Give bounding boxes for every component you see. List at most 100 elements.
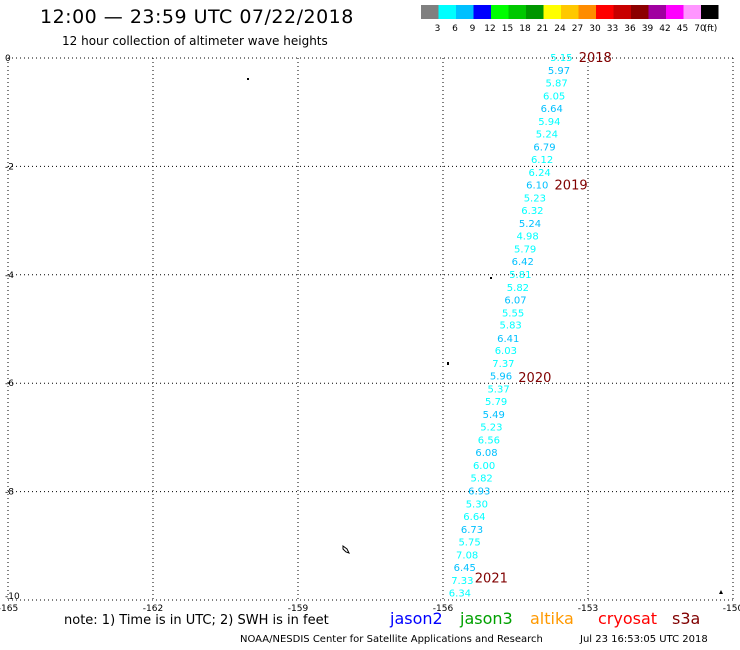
wave-height-point: 6.45 [454,563,476,574]
legend-swatch [561,5,579,19]
chart-subtitle: 12 hour collection of altimeter wave hei… [62,34,328,48]
legend-swatch [526,5,544,19]
chart-title: 12:00 — 23:59 UTC 07/22/2018 [40,6,354,28]
wave-height-point: 5.79 [514,244,536,255]
wave-height-point: 7.37 [492,359,514,370]
wave-height-point: 5.23 [524,193,546,204]
legend-unit-label: (ft) [704,24,718,34]
legend-bin-label: 15 [502,24,513,34]
x-tick-label: -153 [578,604,598,612]
footer-note: note: 1) Time is in UTC; 2) SWH is in fe… [64,613,329,628]
legend-bin-label: 3 [435,24,441,34]
x-tick-label: -159 [288,604,309,612]
legend-swatch [613,5,631,19]
island-mark [447,362,449,365]
wave-height-point: 6.32 [521,206,543,217]
legend-swatch [701,5,719,19]
wave-height-point: 6.73 [461,525,483,536]
legend-bin-label: 70 [694,24,706,34]
wave-height-point: 5.94 [538,117,560,128]
legend-bin-label: 33 [607,24,618,34]
legend-swatch [631,5,649,19]
legend-bin-label: 12 [484,24,495,34]
wave-height-point: 6.12 [531,155,553,166]
wave-height-point: 5.24 [519,219,541,230]
legend-bin-label: 30 [589,24,601,34]
wave-height-point: 6.64 [541,104,563,115]
x-tick-label: -165 [0,604,18,612]
footer-timestamp: Jul 23 16:53:05 UTC 2018 [580,634,708,645]
island-mark [490,277,492,279]
wave-height-point: 5.83 [500,321,522,332]
x-tick-label: -156 [433,604,454,612]
legend-swatch [421,5,439,19]
legend-swatch [473,5,491,19]
legend-swatch [543,5,561,19]
legend-bin-label: 45 [677,24,688,34]
legend-bin-label: 42 [659,24,670,34]
time-label: 2018 [579,51,612,66]
legend-bin-label: 39 [642,24,654,34]
wave-height-point: 5.97 [548,66,570,77]
wave-height-point: 5.81 [509,270,531,281]
y-tick-label: -10 [5,592,20,602]
legend-swatch [508,5,526,19]
coastline-marks [247,78,723,594]
x-tick-label: -162 [143,604,163,612]
legend-swatch [683,5,701,19]
y-tick-label: -2 [5,162,14,172]
wave-height-point: 6.42 [512,257,534,268]
time-label: 2019 [555,178,588,193]
wave-height-point: 5.30 [466,500,488,511]
time-label: 2021 [475,571,508,586]
wave-height-point: 5.82 [471,474,493,485]
wave-height-point: 6.24 [529,168,551,179]
legend-swatch [456,5,474,19]
wave-height-point: 4.98 [516,231,538,242]
time-label: 2020 [518,371,551,386]
wave-height-point: 5.87 [545,78,567,89]
footer-credit: NOAA/NESDIS Center for Satellite Applica… [240,634,543,645]
axis-tick-labels: -165 -162 -159 -156 -153 -150 0 -2 -4 -6 -8 -10 [0,54,740,612]
legend-bin-label: 21 [537,24,548,34]
wave-height-point: 7.33 [451,576,473,587]
legend-swatch [491,5,509,19]
wave-height-point: 5.79 [485,397,507,408]
satellite-label: altika [530,609,574,628]
wave-height-point: 5.24 [536,129,558,140]
wave-height-point: 5.55 [502,308,524,319]
wave-height-point: 6.00 [473,461,495,472]
wave-height-point: 5.96 [490,372,512,383]
satellite-label: jason3 [460,609,513,628]
island-mark [342,545,350,554]
wave-height-point: 5.15 [550,53,572,64]
legend-bin-label: 27 [572,24,583,34]
legend-swatch [438,5,456,19]
y-tick-label: -4 [5,271,14,281]
legend-bin-label: 6 [452,24,458,34]
wave-height-point: 7.08 [456,551,478,562]
wave-height-point: 5.75 [458,538,480,549]
wave-height-point: 6.56 [478,436,500,447]
legend-bin-label: 9 [470,24,476,34]
wave-height-point: 6.41 [497,334,519,345]
wave-height-point: 5.37 [487,385,509,396]
wave-height-point: 5.23 [480,423,502,434]
wave-height-point: 5.82 [507,283,529,294]
legend-swatch [666,5,684,19]
satellite-label: cryosat [598,609,658,628]
legend-swatch [578,5,596,19]
wave-height-point: 6.08 [475,448,497,459]
wave-height-point: 6.64 [463,512,485,523]
color-legend: 3 6 9 12 15 18 21 24 27 30 33 36 39 42 45 70(ft) [421,5,719,34]
wave-height-point: 6.07 [504,295,526,306]
island-mark [247,78,249,80]
island-mark [719,590,723,594]
wave-height-point: 5.49 [483,410,505,421]
wave-height-point: 6.03 [495,346,517,357]
legend-swatch [648,5,666,19]
wave-height-point: 6.34 [449,588,471,599]
grid [7,57,734,601]
wave-height-point: 6.05 [543,91,565,102]
wave-height-chart: -165 -162 -159 -156 -153 -150 0 -2 -4 -6 -8 -10 5.1… [0,51,740,612]
